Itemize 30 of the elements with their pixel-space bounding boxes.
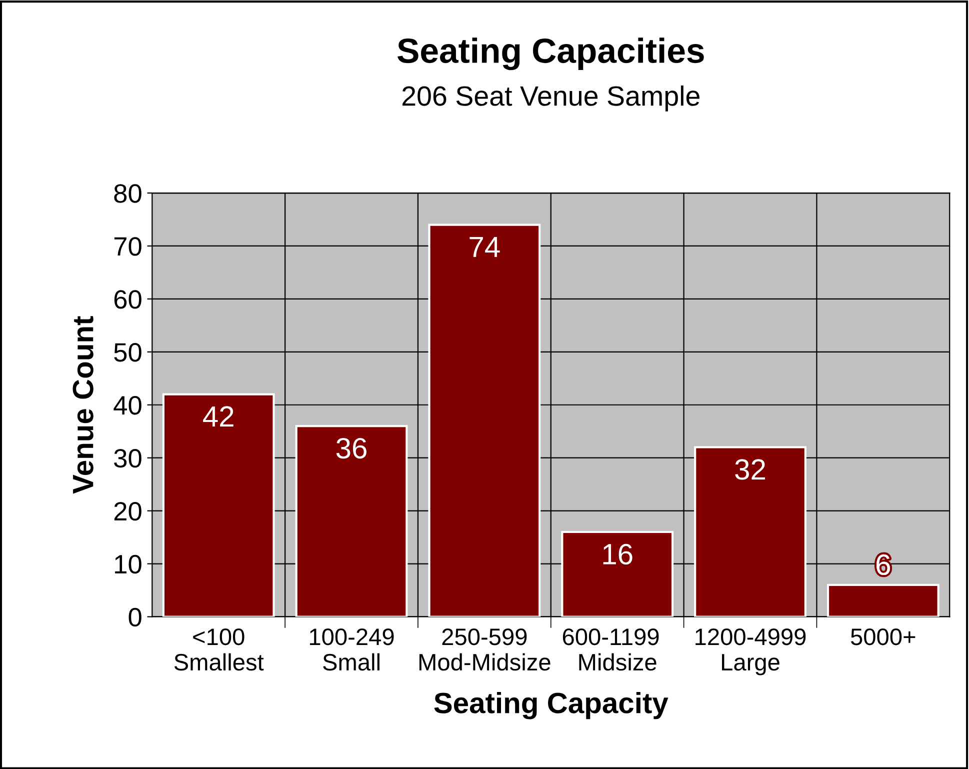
y-tick-label: 20 bbox=[114, 502, 142, 521]
x-tick-label: 100-249 Small bbox=[310, 628, 394, 671]
data-label: 16 bbox=[603, 544, 632, 565]
y-tick-label: 50 bbox=[114, 343, 142, 362]
data-label: 74 bbox=[470, 236, 500, 258]
bar bbox=[428, 224, 541, 617]
y-tick-label: 10 bbox=[115, 554, 142, 574]
data-label: 36 bbox=[336, 438, 366, 459]
y-tick-label: 70 bbox=[114, 237, 142, 256]
bar bbox=[561, 530, 674, 617]
bar bbox=[162, 393, 275, 617]
y-tick-label: 40 bbox=[114, 396, 142, 415]
y-tick-label: 30 bbox=[114, 448, 142, 468]
x-tick-label: <100 Smallest bbox=[174, 628, 264, 671]
y-axis-title: Venue Count bbox=[72, 316, 94, 494]
bar bbox=[295, 425, 408, 617]
x-tick-label: 1200-4999 Large bbox=[696, 628, 806, 676]
chart-subtitle: 206 Seat Venue Sample bbox=[402, 85, 700, 112]
x-tick-label: 250-599 Mod-Midsize bbox=[419, 628, 550, 671]
bar bbox=[826, 584, 940, 617]
data-label: 42 bbox=[203, 406, 234, 427]
x-tick-label: 5000+ bbox=[850, 628, 916, 646]
y-tick-label: 80 bbox=[114, 184, 142, 203]
y-tick-label: 0 bbox=[128, 608, 142, 627]
x-tick-label: 600-1199 Midsize bbox=[562, 628, 659, 671]
data-label: 32 bbox=[735, 459, 766, 480]
bar bbox=[694, 446, 806, 617]
chart-title: Seating Capacities bbox=[398, 38, 704, 70]
y-tick-label: 60 bbox=[114, 290, 142, 309]
x-axis-title: Seating Capacity bbox=[434, 692, 668, 720]
